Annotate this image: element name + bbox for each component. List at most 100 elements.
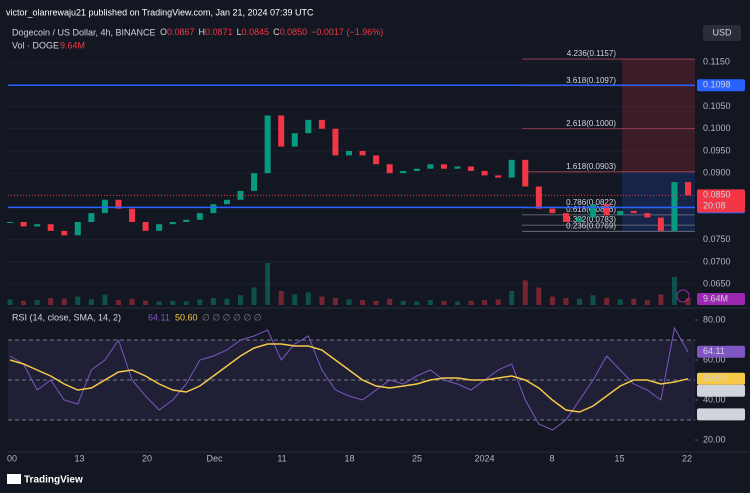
candle: [169, 221, 176, 225]
publisher: victor_olanrewaju21 published on Trading…: [6, 7, 314, 17]
rsi-badge-label: 32.82: [703, 409, 726, 419]
candle: [400, 170, 407, 174]
y-tick-label: 60.00: [703, 354, 726, 364]
volume-bar: [238, 295, 244, 305]
candle: [373, 155, 380, 165]
candle: [115, 199, 122, 209]
y-tick-label: 40.00: [703, 394, 726, 404]
rsi-value: 64.11: [148, 312, 170, 322]
volume-value: 9.64M: [60, 40, 85, 50]
volume-bar: [102, 294, 108, 305]
brand: TradingView: [24, 475, 83, 486]
volume-bar: [115, 300, 121, 305]
volume-bar: [644, 300, 650, 305]
x-tick-label: 25: [412, 453, 422, 463]
volume-bar: [332, 298, 338, 305]
rsi-badge-label: 50.57: [703, 385, 726, 395]
candle: [61, 230, 68, 236]
volume-bar: [319, 296, 325, 305]
y-tick-label: 0.0700: [703, 256, 731, 266]
ohlc-value: 0.0850: [280, 27, 308, 37]
candle: [562, 213, 569, 222]
candle: [47, 224, 54, 231]
volume-bar: [170, 300, 176, 305]
rsi-badge-label: 50.60: [703, 373, 726, 383]
volume-bar: [251, 287, 257, 305]
x-tick-label: 2024: [474, 453, 494, 463]
candle: [346, 150, 352, 156]
ohlc: O0.0867 H0.0871 L0.0845 C0.0850 −0.0017 (−1.…: [160, 27, 383, 37]
rsi-line: [9, 326, 689, 431]
volume-bar: [183, 301, 189, 305]
volume-bar: [536, 287, 542, 305]
volume-bar: [387, 298, 393, 305]
volume-bar: [468, 300, 474, 305]
ohlc-key: L: [237, 27, 242, 37]
volume-bar: [129, 298, 135, 305]
fib-label: 0.236(0.0769): [566, 221, 616, 230]
rsi-badge: [697, 345, 745, 358]
x-tick-label: 20: [142, 453, 152, 463]
volume-bar: [549, 296, 555, 305]
rsi-title: RSI (14, close, SMA, 14, 2): [12, 312, 121, 322]
volume-bar: [563, 298, 569, 305]
ohlc-value: 0.0845: [242, 27, 270, 37]
fib-label: 4.236(0.1157): [567, 49, 617, 58]
y-tick-label: 0.1000: [703, 123, 731, 133]
last-price-badge: [697, 189, 745, 213]
volume-bar: [265, 263, 271, 305]
candle: [508, 159, 515, 178]
candle: [590, 204, 597, 218]
volume-bar: [631, 298, 637, 305]
x-tick-label: 8: [549, 453, 554, 463]
logo-icon: [7, 474, 21, 484]
candle: [88, 213, 95, 222]
volume-bar: [482, 300, 488, 305]
symbol: Dogecoin / US Dollar, 4h, BINANCE: [12, 27, 156, 37]
volume-bar: [197, 299, 203, 305]
countdown: 20:08: [703, 201, 726, 211]
alert-icon[interactable]: [676, 289, 690, 303]
candle: [278, 115, 285, 147]
candle: [535, 186, 542, 209]
candle: [685, 182, 691, 196]
candle: [183, 219, 190, 222]
rsi-badge: [697, 408, 745, 421]
volume-bar: [88, 299, 94, 305]
candle: [237, 190, 244, 200]
level-badge: [697, 79, 745, 92]
candle: [318, 119, 325, 129]
volume-bar: [34, 300, 40, 305]
candle: [603, 204, 610, 216]
x-tick-label: 00: [7, 453, 17, 463]
volume-bar: [658, 294, 664, 305]
volume-bar: [48, 298, 54, 305]
candle: [291, 133, 298, 147]
candle: [644, 213, 651, 218]
x-tick-label: 15: [614, 453, 624, 463]
volume-bar: [577, 298, 583, 305]
y-tick-label: 20.00: [703, 434, 726, 444]
fib-zone: [622, 59, 695, 172]
volume-bar: [495, 299, 501, 305]
volume-bar: [7, 299, 13, 305]
candle: [251, 173, 258, 191]
currency-button[interactable]: [703, 25, 741, 41]
currency[interactable]: USD: [712, 27, 732, 37]
x-tick-label: 13: [74, 453, 84, 463]
volume-bar: [143, 300, 149, 305]
volume-bar: [278, 291, 284, 305]
candle: [142, 221, 149, 231]
x-tick-label: 11: [277, 453, 286, 463]
volume-bar: [441, 300, 447, 305]
ohlc-value: 0.0871: [205, 27, 233, 37]
x-tick-label: Dec: [206, 453, 223, 463]
candle: [495, 175, 502, 178]
volume-bar: [292, 294, 298, 305]
rsi-flags: ∅ ∅ ∅ ∅ ∅ ∅: [202, 312, 262, 322]
candle: [359, 150, 366, 156]
candle: [34, 224, 41, 227]
fib-label: 1.618(0.0903): [566, 162, 616, 171]
candle: [210, 204, 217, 214]
